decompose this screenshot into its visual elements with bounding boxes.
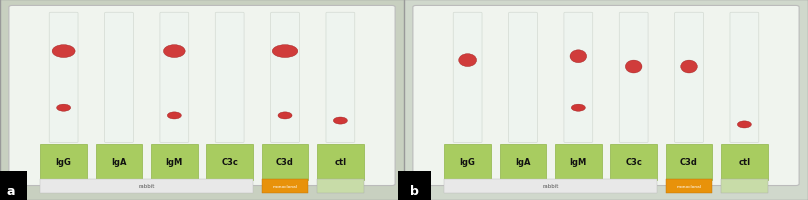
FancyBboxPatch shape (160, 13, 189, 143)
Text: monoclonal: monoclonal (676, 184, 701, 188)
Ellipse shape (53, 45, 75, 58)
Bar (444, 179, 657, 193)
FancyBboxPatch shape (564, 13, 593, 143)
Bar (40, 144, 86, 180)
Text: IgG: IgG (460, 158, 476, 166)
Bar (666, 179, 713, 193)
Ellipse shape (459, 54, 477, 67)
Text: IgG: IgG (56, 158, 72, 166)
Bar (262, 179, 309, 193)
Text: IgA: IgA (112, 158, 127, 166)
Ellipse shape (57, 105, 70, 112)
Ellipse shape (278, 112, 292, 119)
FancyBboxPatch shape (49, 13, 78, 143)
Bar (262, 144, 309, 180)
Ellipse shape (680, 61, 697, 74)
Text: IgM: IgM (570, 158, 587, 166)
Bar (207, 144, 253, 180)
Bar (95, 144, 142, 180)
Bar (151, 144, 197, 180)
Text: C3c: C3c (221, 158, 238, 166)
Bar (721, 179, 768, 193)
Text: rabbit: rabbit (542, 184, 559, 188)
Text: monoclonal: monoclonal (272, 184, 297, 188)
Ellipse shape (570, 51, 587, 63)
Bar (499, 144, 546, 180)
Bar (444, 144, 490, 180)
Bar (317, 179, 364, 193)
FancyBboxPatch shape (675, 13, 704, 143)
Text: IgM: IgM (166, 158, 183, 166)
FancyBboxPatch shape (413, 6, 799, 186)
Ellipse shape (163, 45, 185, 58)
Bar (555, 144, 601, 180)
Bar (666, 144, 713, 180)
Ellipse shape (167, 112, 181, 119)
FancyBboxPatch shape (326, 13, 355, 143)
Ellipse shape (272, 45, 298, 58)
Text: ctl: ctl (335, 158, 347, 166)
FancyBboxPatch shape (104, 13, 133, 143)
Text: a: a (6, 184, 15, 197)
Text: ctl: ctl (739, 158, 751, 166)
Bar (611, 144, 657, 180)
FancyBboxPatch shape (215, 13, 244, 143)
FancyBboxPatch shape (619, 13, 648, 143)
FancyBboxPatch shape (9, 6, 395, 186)
FancyBboxPatch shape (453, 13, 482, 143)
Bar (40, 179, 253, 193)
Ellipse shape (334, 117, 347, 124)
Text: C3c: C3c (625, 158, 642, 166)
Text: rabbit: rabbit (138, 184, 155, 188)
FancyBboxPatch shape (730, 13, 759, 143)
FancyBboxPatch shape (508, 13, 537, 143)
Text: C3d: C3d (276, 158, 294, 166)
Text: C3d: C3d (680, 158, 698, 166)
Ellipse shape (625, 61, 642, 74)
Bar (721, 144, 768, 180)
Text: IgA: IgA (516, 158, 531, 166)
Text: b: b (410, 184, 419, 197)
Ellipse shape (571, 105, 585, 112)
Bar (317, 144, 364, 180)
Ellipse shape (738, 121, 751, 128)
FancyBboxPatch shape (271, 13, 300, 143)
